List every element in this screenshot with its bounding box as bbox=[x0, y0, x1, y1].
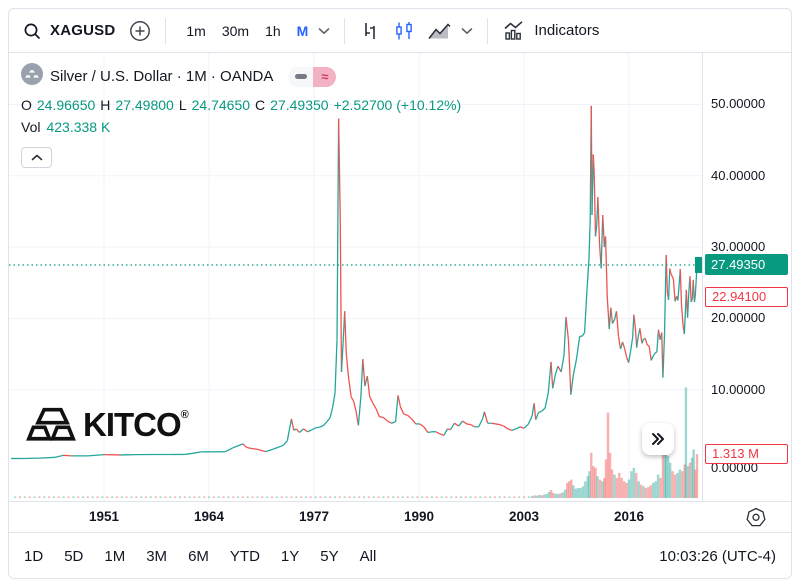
hide-series-toggle[interactable] bbox=[288, 66, 314, 87]
price-tick: 40.00000 bbox=[711, 168, 766, 183]
toolbar-divider bbox=[487, 17, 489, 44]
scroll-to-latest-button[interactable] bbox=[642, 423, 674, 455]
range-YTD[interactable]: YTD bbox=[229, 547, 260, 565]
open-value: 24.96650 bbox=[36, 97, 96, 113]
range-All[interactable]: All bbox=[359, 547, 377, 565]
year-tick: 2003 bbox=[508, 509, 540, 524]
top-toolbar: XAGUSD 1m 30m 1h M bbox=[9, 9, 791, 53]
registered-mark: ® bbox=[180, 409, 189, 421]
open-label: O bbox=[21, 97, 32, 113]
range-6M[interactable]: 6M bbox=[188, 547, 209, 565]
toolbar-divider bbox=[344, 17, 346, 44]
high-label: H bbox=[100, 97, 111, 113]
candlestick-chart-type-icon[interactable] bbox=[391, 18, 417, 44]
price-tick: 50.00000 bbox=[711, 96, 766, 111]
approx-price-toggle[interactable]: ≈ bbox=[313, 66, 337, 87]
dash-icon bbox=[294, 74, 307, 79]
collapse-legend-button[interactable] bbox=[21, 147, 52, 168]
price-axis[interactable]: 50.00000 40.00000 30.00000 20.00000 10.0… bbox=[702, 53, 791, 501]
kitco-watermark: KITCO® bbox=[25, 405, 189, 445]
bottom-bar: 1D 5D 1M 3M 6M YTD 1Y 5Y All 10:03:26 (U… bbox=[9, 532, 791, 578]
legend-title[interactable]: Silver / U.S. Dollar · 1M · OANDA bbox=[50, 68, 274, 85]
double-chevron-right-icon bbox=[652, 433, 664, 445]
volume-value: 423.338 K bbox=[46, 119, 111, 135]
year-tick: 1951 bbox=[88, 509, 120, 524]
year-tick: 2016 bbox=[613, 509, 645, 524]
price-tick: 20.00000 bbox=[711, 310, 766, 325]
range-1Y[interactable]: 1Y bbox=[280, 547, 300, 565]
legend-toggle-pills: ≈ bbox=[288, 66, 337, 87]
bar-chart-type-icon[interactable] bbox=[357, 18, 383, 44]
chart-legend: Silver / U.S. Dollar · 1M · OANDA ≈ O 24.… bbox=[21, 63, 461, 135]
range-3M[interactable]: 3M bbox=[146, 547, 168, 565]
kitco-text: KITCO bbox=[83, 406, 182, 443]
low-value: 24.74650 bbox=[191, 97, 251, 113]
close-value: 27.49350 bbox=[270, 97, 329, 113]
interval-chevron-down-icon[interactable] bbox=[316, 25, 332, 37]
price-chart-canvas[interactable] bbox=[9, 53, 702, 501]
toolbar-divider bbox=[165, 17, 167, 44]
high-value: 27.49800 bbox=[115, 97, 174, 113]
bid-price-label: 22.94100 bbox=[705, 287, 788, 307]
range-selector: 1D 5D 1M 3M 6M YTD 1Y 5Y All bbox=[24, 548, 376, 565]
chart-pane[interactable]: Silver / U.S. Dollar · 1M · OANDA ≈ O 24.… bbox=[9, 53, 791, 501]
volume-label: Vol bbox=[21, 119, 41, 135]
timezone-settings-icon[interactable] bbox=[745, 506, 767, 534]
range-5Y[interactable]: 5Y bbox=[320, 547, 339, 565]
range-5D[interactable]: 5D bbox=[64, 547, 84, 565]
chart-widget: XAGUSD 1m 30m 1h M bbox=[8, 8, 792, 579]
close-label: C bbox=[255, 97, 266, 113]
interval-1m[interactable]: 1m bbox=[186, 22, 206, 39]
silver-symbol-icon bbox=[21, 63, 43, 90]
interval-1M-active[interactable]: M bbox=[296, 22, 309, 39]
interval-1h[interactable]: 1h bbox=[265, 22, 281, 39]
time-axis[interactable]: 1951 1964 1977 1990 2003 2016 bbox=[9, 501, 791, 532]
compare-add-icon[interactable] bbox=[127, 18, 153, 44]
indicators-icon[interactable] bbox=[500, 18, 527, 44]
interval-30m[interactable]: 30m bbox=[221, 22, 250, 39]
range-1M[interactable]: 1M bbox=[104, 547, 126, 565]
indicators-button[interactable]: Indicators bbox=[534, 22, 600, 39]
price-tick: 30.00000 bbox=[711, 239, 766, 254]
chart-type-chevron-down-icon[interactable] bbox=[459, 25, 475, 37]
last-volume-label: 1.313 M bbox=[705, 444, 788, 464]
chevron-up-icon bbox=[31, 154, 42, 161]
kitco-ingots-icon bbox=[26, 407, 76, 441]
clock[interactable]: 10:03:26 (UTC-4) bbox=[659, 547, 776, 565]
area-chart-type-icon[interactable] bbox=[425, 18, 453, 44]
year-tick: 1977 bbox=[298, 509, 330, 524]
year-tick: 1990 bbox=[403, 509, 435, 524]
range-1D[interactable]: 1D bbox=[24, 547, 44, 565]
change-value: +2.52700 (+10.12%) bbox=[333, 97, 462, 113]
low-label: L bbox=[178, 97, 187, 113]
year-tick: 1964 bbox=[193, 509, 225, 524]
symbol-name[interactable]: XAGUSD bbox=[50, 22, 116, 39]
price-tick: 10.00000 bbox=[711, 382, 766, 397]
search-icon[interactable] bbox=[21, 20, 43, 42]
last-price-label: 27.49350 bbox=[705, 254, 788, 275]
volume-row: Vol 423.338 K bbox=[21, 119, 461, 135]
ohlc-row: O 24.96650 H 27.49800 L 24.74650 C 27.49350 … bbox=[21, 97, 461, 113]
